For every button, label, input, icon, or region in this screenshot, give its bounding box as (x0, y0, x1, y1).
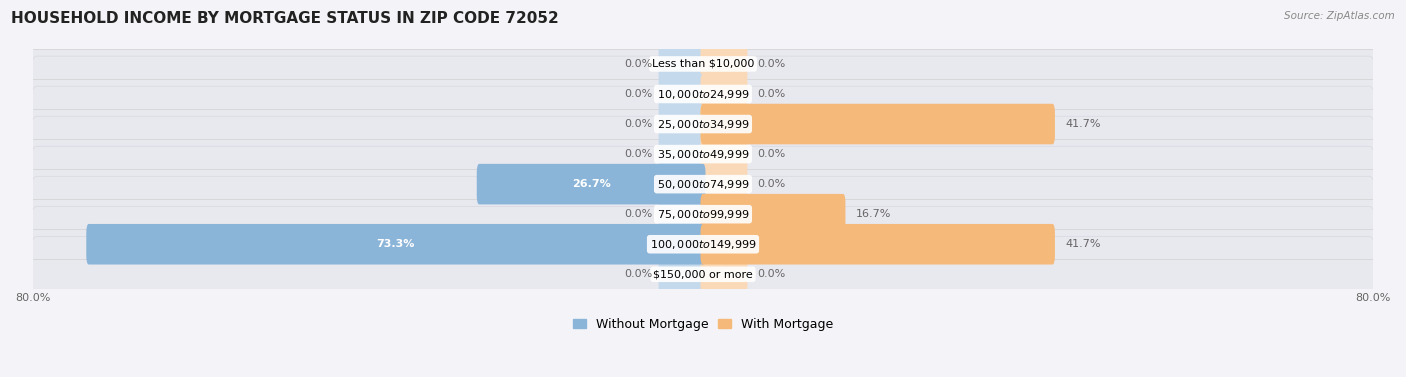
Text: 0.0%: 0.0% (624, 209, 652, 219)
Text: 0.0%: 0.0% (758, 269, 786, 279)
FancyBboxPatch shape (700, 194, 845, 234)
FancyBboxPatch shape (30, 116, 1376, 192)
Text: 0.0%: 0.0% (624, 59, 652, 69)
FancyBboxPatch shape (30, 86, 1376, 162)
Text: 0.0%: 0.0% (624, 149, 652, 159)
Text: 41.7%: 41.7% (1064, 119, 1101, 129)
Text: $50,000 to $74,999: $50,000 to $74,999 (657, 178, 749, 191)
FancyBboxPatch shape (658, 164, 706, 204)
Text: $75,000 to $99,999: $75,000 to $99,999 (657, 208, 749, 221)
Text: 26.7%: 26.7% (572, 179, 610, 189)
Text: 0.0%: 0.0% (758, 179, 786, 189)
FancyBboxPatch shape (477, 164, 706, 204)
Text: HOUSEHOLD INCOME BY MORTGAGE STATUS IN ZIP CODE 72052: HOUSEHOLD INCOME BY MORTGAGE STATUS IN Z… (11, 11, 560, 26)
FancyBboxPatch shape (700, 194, 748, 234)
Text: 0.0%: 0.0% (758, 89, 786, 99)
Text: Source: ZipAtlas.com: Source: ZipAtlas.com (1284, 11, 1395, 21)
FancyBboxPatch shape (30, 56, 1376, 132)
FancyBboxPatch shape (658, 254, 706, 294)
Text: $100,000 to $149,999: $100,000 to $149,999 (650, 238, 756, 251)
Text: $35,000 to $49,999: $35,000 to $49,999 (657, 147, 749, 161)
FancyBboxPatch shape (700, 104, 1054, 144)
Text: 0.0%: 0.0% (624, 89, 652, 99)
Legend: Without Mortgage, With Mortgage: Without Mortgage, With Mortgage (568, 313, 838, 336)
FancyBboxPatch shape (30, 176, 1376, 252)
Text: $150,000 or more: $150,000 or more (654, 269, 752, 279)
FancyBboxPatch shape (700, 104, 748, 144)
Text: $25,000 to $34,999: $25,000 to $34,999 (657, 118, 749, 130)
FancyBboxPatch shape (658, 104, 706, 144)
FancyBboxPatch shape (700, 134, 748, 175)
Text: 41.7%: 41.7% (1064, 239, 1101, 249)
FancyBboxPatch shape (700, 224, 748, 265)
Text: 0.0%: 0.0% (758, 149, 786, 159)
FancyBboxPatch shape (658, 194, 706, 234)
Text: Less than $10,000: Less than $10,000 (652, 59, 754, 69)
FancyBboxPatch shape (700, 224, 1054, 265)
FancyBboxPatch shape (30, 236, 1376, 312)
FancyBboxPatch shape (658, 74, 706, 114)
FancyBboxPatch shape (86, 224, 706, 265)
FancyBboxPatch shape (658, 224, 706, 265)
FancyBboxPatch shape (700, 74, 748, 114)
Text: 0.0%: 0.0% (758, 59, 786, 69)
Text: 0.0%: 0.0% (624, 119, 652, 129)
FancyBboxPatch shape (700, 44, 748, 84)
FancyBboxPatch shape (658, 134, 706, 175)
Text: 16.7%: 16.7% (855, 209, 891, 219)
FancyBboxPatch shape (700, 254, 748, 294)
Text: 0.0%: 0.0% (624, 269, 652, 279)
Text: $10,000 to $24,999: $10,000 to $24,999 (657, 87, 749, 101)
FancyBboxPatch shape (700, 164, 748, 204)
FancyBboxPatch shape (30, 26, 1376, 102)
Text: 73.3%: 73.3% (377, 239, 415, 249)
FancyBboxPatch shape (30, 146, 1376, 222)
FancyBboxPatch shape (658, 44, 706, 84)
FancyBboxPatch shape (30, 206, 1376, 282)
